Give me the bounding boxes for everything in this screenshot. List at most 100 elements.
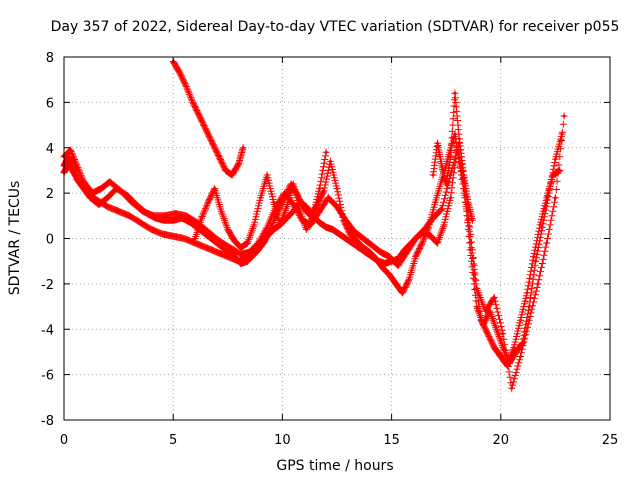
series-5 (169, 58, 247, 179)
data-point (519, 355, 522, 358)
data-point (66, 162, 70, 166)
data-point (355, 239, 359, 243)
data-point (278, 223, 282, 227)
data-point (484, 309, 487, 313)
data-point (256, 248, 260, 252)
data-series (60, 58, 568, 392)
data-point (553, 196, 557, 200)
data-point (431, 173, 435, 177)
data-point (331, 227, 335, 231)
data-point (82, 180, 86, 184)
data-point (285, 205, 289, 209)
data-point (545, 196, 549, 200)
data-point (213, 187, 217, 191)
data-point (232, 239, 236, 243)
data-point (536, 282, 540, 286)
data-point (457, 137, 461, 141)
data-point (381, 266, 385, 270)
data-point (171, 234, 175, 238)
data-point (265, 173, 269, 177)
data-point (322, 189, 326, 193)
data-point (263, 239, 267, 243)
x-tick-label: 5 (169, 433, 177, 448)
data-point (117, 209, 121, 213)
data-point (250, 255, 254, 259)
data-point (361, 246, 365, 250)
data-point (224, 168, 228, 172)
data-point (420, 241, 424, 245)
data-point (431, 216, 435, 220)
data-point (272, 200, 276, 204)
data-point (466, 200, 470, 204)
data-point (326, 196, 330, 200)
y-tick-label: 0 (46, 233, 54, 248)
x-tick-label: 25 (602, 433, 619, 448)
data-point (407, 277, 411, 281)
series-6 (429, 89, 476, 224)
data-point (217, 239, 221, 243)
data-point (344, 237, 348, 240)
data-point (475, 286, 479, 290)
data-point (217, 155, 221, 159)
data-point (436, 141, 439, 145)
data-point (405, 250, 409, 254)
data-point (414, 237, 418, 240)
data-point (558, 168, 562, 172)
data-point (246, 241, 249, 245)
data-point (160, 232, 164, 236)
data-point (519, 318, 522, 322)
data-point (241, 146, 245, 150)
data-point (318, 187, 321, 191)
data-point (191, 100, 195, 104)
data-point (440, 207, 444, 211)
data-point (226, 227, 230, 231)
y-tick-label: -8 (41, 414, 54, 429)
data-point (206, 230, 210, 234)
data-point (368, 250, 372, 254)
data-point (350, 241, 354, 245)
data-point (394, 282, 398, 286)
data-point (401, 291, 404, 295)
data-point (283, 191, 287, 195)
data-point (374, 257, 378, 261)
data-point (449, 155, 453, 159)
data-point (237, 162, 241, 166)
data-point (510, 386, 514, 390)
data-point (436, 241, 439, 245)
y-tick-label: -6 (41, 369, 54, 384)
data-point (501, 345, 505, 349)
data-point (344, 218, 348, 222)
data-point (69, 148, 73, 152)
data-point (106, 205, 110, 209)
data-point (256, 241, 260, 245)
data-point (387, 273, 391, 277)
data-point (304, 227, 308, 231)
data-point (171, 218, 175, 222)
data-point (462, 173, 466, 177)
data-point (237, 259, 241, 263)
data-point (219, 209, 223, 213)
y-tick-label: 2 (46, 187, 54, 202)
data-point (119, 189, 123, 193)
data-point (318, 221, 321, 225)
data-point (311, 214, 315, 218)
y-tick-label: 4 (46, 142, 54, 157)
x-tick-label: 20 (493, 433, 510, 448)
data-point (182, 237, 186, 240)
data-point (453, 132, 457, 136)
data-point (370, 243, 374, 247)
data-point (335, 205, 339, 209)
data-point (337, 232, 341, 236)
data-point (243, 257, 247, 261)
data-point (149, 227, 153, 231)
data-point (492, 345, 496, 349)
data-point (494, 327, 498, 331)
y-tick-label: 8 (46, 51, 54, 66)
data-point (200, 216, 204, 220)
data-point (499, 355, 503, 358)
x-tick-label: 15 (383, 433, 400, 448)
data-point (215, 250, 219, 254)
data-point (197, 114, 201, 118)
data-point (106, 196, 110, 200)
